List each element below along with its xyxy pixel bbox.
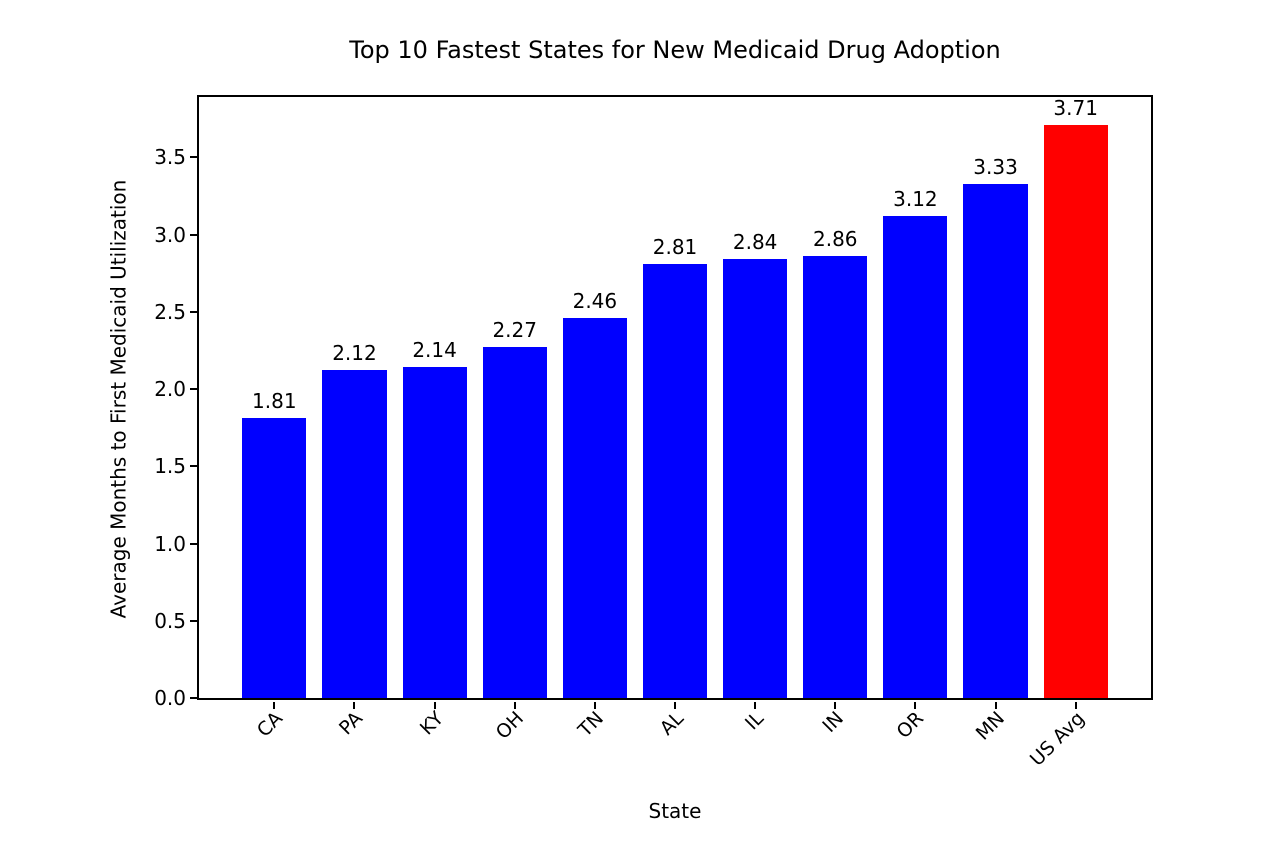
x-tick-mark (593, 702, 596, 709)
plot-area: 1.81 2.12 2.14 2.27 2.46 2.81 2.84 2.86 3.12 3.33… (190, 95, 1153, 709)
bar-or (883, 215, 948, 698)
x-tick-mark (754, 702, 757, 709)
bar-il (723, 259, 788, 698)
chart-title: Top 10 Fastest States for New Medicaid D… (349, 36, 1001, 64)
bar-us-avg (1043, 124, 1108, 698)
x-tick-mark (1074, 702, 1077, 709)
bar-value-label: 2.81 (652, 234, 698, 259)
bar-value-label: 2.27 (492, 318, 537, 343)
bar-value-label: 3.33 (973, 154, 1018, 179)
bar-al (642, 263, 708, 698)
x-tick-mark (513, 702, 516, 709)
bar-in (803, 256, 868, 698)
x-tick-mark (353, 702, 356, 709)
y-tick-label: 0.0 (154, 686, 186, 710)
y-tick-mark (190, 697, 197, 699)
x-tick-mark (433, 702, 436, 709)
y-tick-label: 2.0 (154, 377, 186, 401)
y-tick-label: 1.5 (154, 454, 186, 479)
bar-pa (322, 370, 387, 698)
bar-value-label: 3.12 (893, 186, 938, 211)
x-tick-mark (273, 702, 276, 709)
x-tick-mark (994, 702, 997, 709)
y-tick-mark (190, 233, 197, 236)
bar-tn (562, 317, 627, 698)
y-tick-label: 3.5 (154, 145, 186, 170)
bar-value-label: 2.84 (732, 230, 778, 255)
y-tick-mark (190, 310, 197, 313)
bar-ca (242, 418, 307, 698)
bar-mn (963, 183, 1028, 698)
y-tick-mark (190, 542, 197, 545)
y-tick-label: 1.0 (154, 531, 186, 556)
y-tick-label: 3.0 (154, 222, 186, 247)
y-tick-label: 0.5 (154, 608, 186, 633)
x-axis-label: State (648, 799, 702, 823)
bar-value-label: 2.86 (813, 227, 858, 252)
y-tick-mark (190, 619, 197, 622)
y-tick-mark (190, 388, 197, 390)
x-tick-mark (834, 702, 837, 709)
bar-value-label: 1.81 (252, 389, 297, 414)
bar-oh (482, 347, 547, 698)
x-tick-mark (674, 702, 676, 709)
bar-value-label: 3.71 (1053, 95, 1098, 120)
bar-value-label: 2.12 (332, 341, 377, 366)
bar-value-label: 2.14 (412, 338, 457, 363)
x-tick-mark (914, 702, 917, 709)
y-tick-mark (190, 156, 197, 159)
bar-value-label: 2.46 (572, 288, 618, 313)
bar-ky (402, 367, 467, 698)
y-tick-mark (190, 465, 197, 468)
y-tick-label: 2.5 (154, 299, 186, 324)
